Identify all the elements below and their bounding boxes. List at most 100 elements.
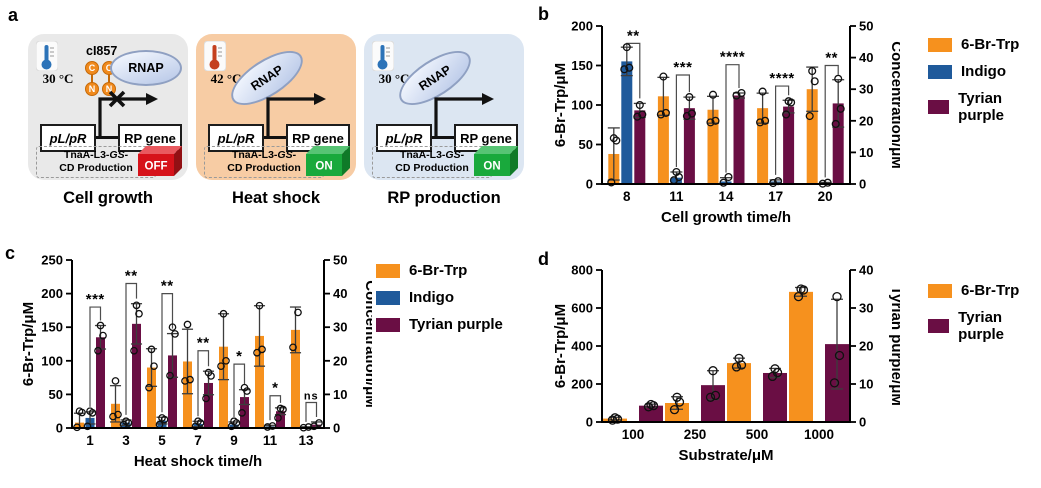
right-tick-label: 50 [859, 19, 873, 34]
right-axis-title: Concentration/μM [888, 41, 900, 169]
sig-label: ** [627, 27, 640, 44]
data-point [94, 346, 102, 355]
data-point [114, 410, 122, 419]
thermometer-icon [36, 41, 58, 71]
panel-d-label: d [538, 249, 549, 269]
legend-item: 6-Br-Trp [928, 282, 1041, 299]
data-point [620, 65, 629, 74]
data-point [659, 72, 668, 81]
data-point [263, 423, 272, 431]
data-point [202, 394, 210, 403]
data-point [836, 104, 845, 113]
sig-label: ** [825, 50, 838, 67]
data-point [607, 415, 618, 425]
panel-d-chart: 0 200 400 600 800 0 10 20 30 40 100 250 500 1000 Subst… [552, 263, 900, 465]
category-label: 250 [684, 427, 707, 442]
left-tick-label: 200 [571, 377, 593, 392]
category-label: 20 [818, 189, 833, 204]
data-point [756, 118, 765, 127]
sig-label: **** [720, 49, 745, 66]
right-tick-label: 0 [859, 415, 866, 430]
data-point [831, 119, 840, 129]
left-tick-label: 0 [586, 415, 593, 430]
panel-a-diagram: 30 °C cI857 C C N N RNAP [28, 34, 524, 208]
data-point [734, 353, 744, 363]
x-axis-title: Cell growth time/h [661, 209, 791, 226]
bar [733, 95, 745, 184]
promoter-arrow-icon [434, 93, 494, 136]
right-tick-label: 40 [333, 286, 347, 301]
left-tick-label: 0 [56, 421, 63, 436]
data-point [183, 320, 192, 329]
production-line1: TnaA-L3-GS- [231, 149, 297, 162]
legend-label: 6-Br-Trp [961, 36, 1020, 53]
sig-bracket [824, 64, 839, 178]
thermometer-icon [204, 41, 226, 71]
panel-c-legend: 6-Br-Trp Indigo Tyrian purple [376, 262, 503, 333]
temperature-label: 30 °C [42, 71, 74, 86]
legend-label: Tyrian purple [958, 90, 1005, 124]
right-axis-title: Concentration/μM [362, 280, 372, 408]
legend-item: Indigo [376, 289, 503, 306]
bar [183, 361, 192, 428]
svg-text:ON: ON [483, 161, 500, 173]
svg-text:C: C [89, 63, 96, 73]
data-point [731, 362, 742, 372]
left-tick-label: 50 [49, 387, 63, 402]
production-line1: TnaA-L3-GS- [63, 149, 129, 162]
bar [683, 108, 695, 184]
data-point [219, 309, 228, 318]
bar [168, 355, 177, 428]
left-axis-title: 6-Br-Trp/μM [552, 304, 569, 388]
sig-bracket [775, 85, 790, 175]
sig-bracket [305, 401, 318, 422]
blocked-promoter-arrow-icon [98, 90, 158, 136]
temperature-label: 42 °C [210, 71, 242, 86]
left-tick-label: 150 [571, 58, 593, 73]
data-point [834, 74, 843, 83]
legend-label: Indigo [409, 289, 454, 306]
sig-bracket [626, 42, 641, 99]
legend-label: Tyrian purple [958, 309, 1005, 343]
svg-text:ON: ON [315, 161, 332, 173]
right-tick-label: 20 [333, 353, 347, 368]
sig-bracket [197, 350, 210, 417]
panel-b-legend: 6-Br-Trp Indigo Tyrian purple [928, 36, 1041, 124]
heat-shock-card: 42 °C RNAP pL/pR RP gene TnaA-L3-GS- CD … [196, 34, 356, 180]
legend-item: Tyrian purple [376, 316, 503, 333]
sig-bracket [89, 306, 102, 407]
bar [219, 346, 228, 428]
panel-d-legend: 6-Br-Trp Tyrian purple [928, 282, 1041, 343]
right-tick-label: 0 [859, 177, 866, 192]
data-point [238, 409, 246, 417]
sig-label: ** [125, 268, 138, 285]
panel-c-chart: *********** ns050100150200250010203040501… [20, 253, 372, 471]
left-tick-label: 50 [579, 137, 593, 152]
data-point [805, 112, 814, 121]
production-box: TnaA-L3-GS- CD Production [204, 146, 324, 178]
data-point [823, 178, 832, 187]
data-point [150, 362, 158, 371]
card-rp-production: 30 °C RNAP pL/pR RP gene TnaA-L3-GS- CD … [364, 34, 524, 208]
legend-swatch-orange [928, 283, 952, 298]
promoter-arrow-icon [266, 93, 326, 136]
bar [763, 372, 787, 422]
sig-label: *** [673, 59, 692, 76]
data-point [685, 93, 694, 102]
bar [634, 110, 646, 184]
left-tick-label: 200 [41, 286, 63, 301]
bar [707, 109, 719, 184]
x-axis-title: Heat shock time/h [134, 453, 262, 470]
sig-bracket [161, 293, 174, 413]
gene-construct: pL/pR RP gene [28, 90, 188, 154]
legend-swatch-purple [928, 319, 950, 333]
production-line2: CD Production [227, 162, 301, 174]
sig-bracket [675, 74, 690, 167]
data-point [171, 330, 179, 338]
legend-label: 6-Br-Trp [409, 262, 468, 279]
sig-label: * [236, 348, 242, 365]
sig-bracket [125, 282, 138, 415]
legend-label: Indigo [961, 63, 1006, 80]
data-point [258, 345, 266, 354]
